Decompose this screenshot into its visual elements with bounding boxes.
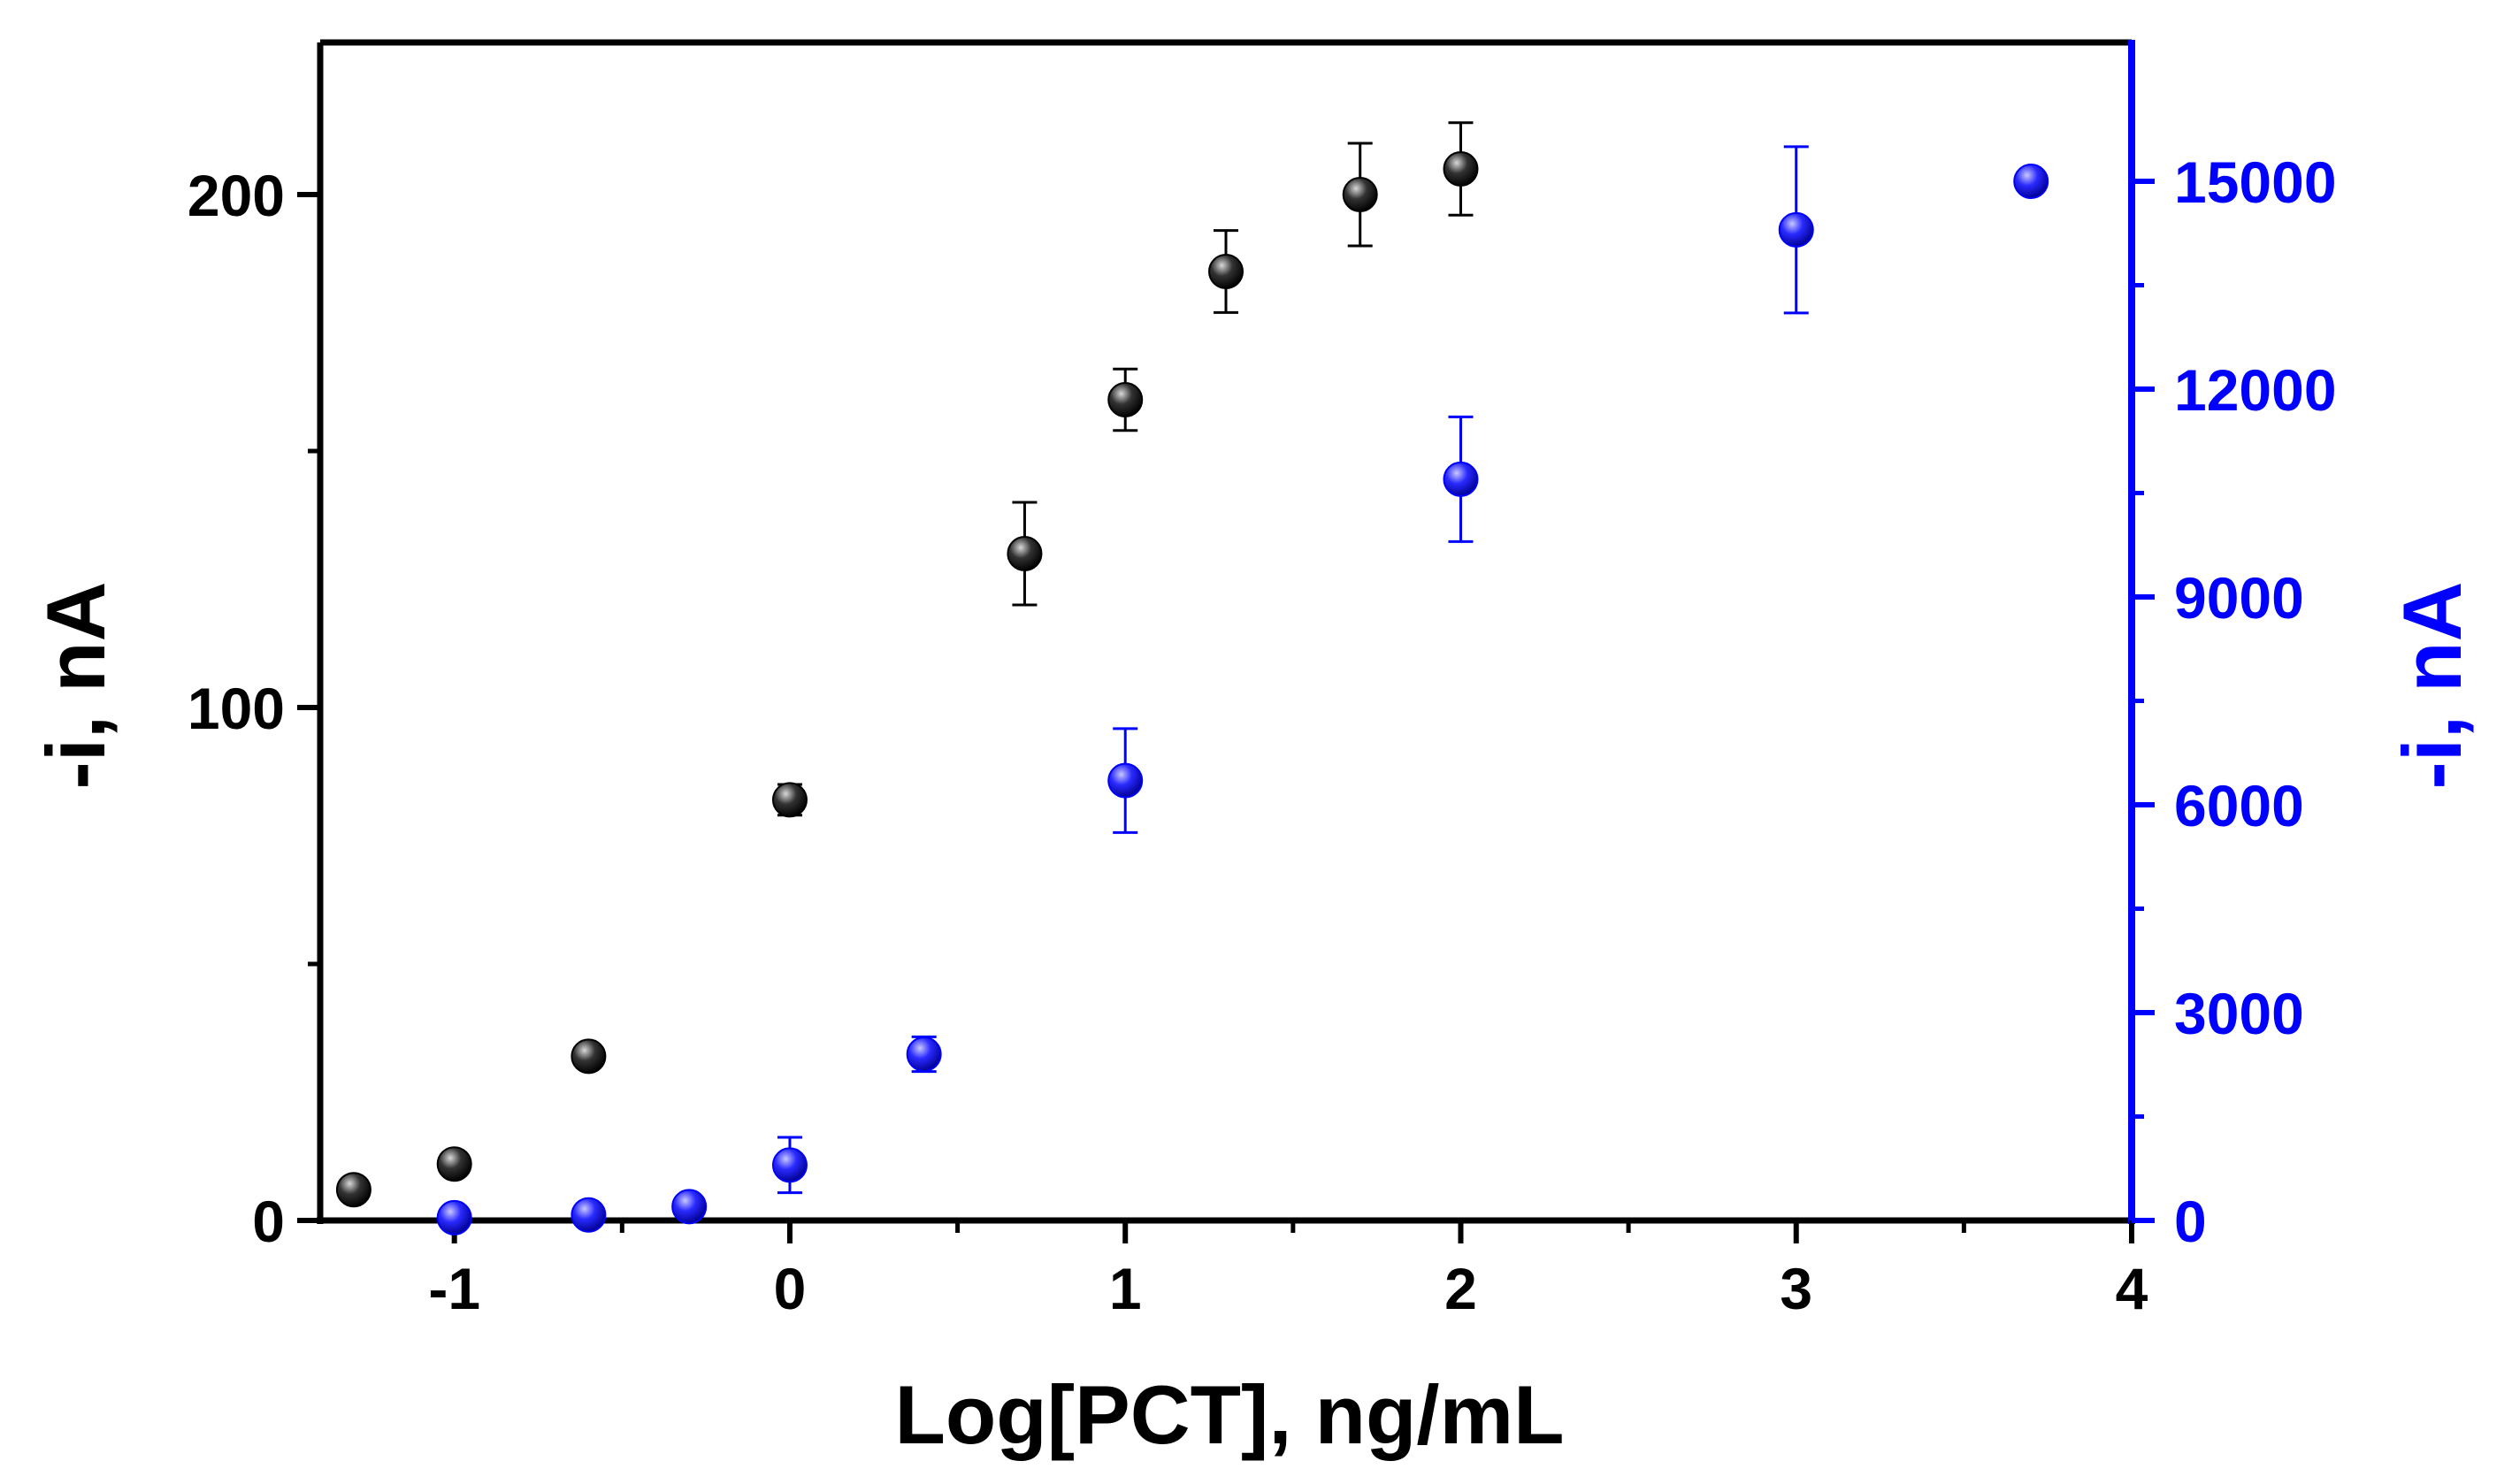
left-y-tick-label: 0 <box>252 1189 285 1254</box>
errorbar-layer <box>576 121 1809 1195</box>
x-tick-label: 0 <box>774 1256 807 1321</box>
x-tick-label: 2 <box>1444 1256 1477 1321</box>
right-y-axis-title: -i, nA <box>2386 582 2478 790</box>
data-point-left-series <box>1443 151 1479 187</box>
data-point-right-series <box>1107 762 1144 799</box>
right-y-tick-label: 0 <box>2174 1189 2207 1254</box>
data-point-right-series <box>906 1037 942 1072</box>
right-y-tick-label: 12000 <box>2174 357 2337 423</box>
data-point-left-series <box>436 1146 472 1182</box>
data-point-right-series <box>771 1147 808 1183</box>
data-point-left-series <box>1107 382 1144 417</box>
data-point-right-series <box>436 1199 472 1235</box>
data-point-left-series <box>1208 254 1244 289</box>
data-point-right-series <box>1443 461 1479 497</box>
right-y-tick-label: 6000 <box>2174 773 2304 838</box>
left-y-axis-title: -i, nA <box>29 582 122 790</box>
right-y-tick-label: 3000 <box>2174 981 2304 1046</box>
data-point-right-series <box>571 1197 607 1233</box>
points-layer <box>335 151 2049 1235</box>
data-point-left-series <box>1342 177 1378 212</box>
x-axis-title: Log[PCT], ng/mL <box>894 1368 1564 1461</box>
data-point-right-series <box>1778 211 1814 248</box>
x-tick-label: -1 <box>428 1256 480 1321</box>
left-y-tick-label: 100 <box>188 676 285 741</box>
x-tick-label: 1 <box>1109 1256 1142 1321</box>
data-point-left-series <box>771 782 808 818</box>
right-y-tick-label: 15000 <box>2174 149 2337 215</box>
data-point-left-series <box>571 1038 607 1075</box>
data-point-right-series <box>2013 164 2049 199</box>
data-point-right-series <box>671 1189 708 1225</box>
x-tick-label: 3 <box>1780 1256 1812 1321</box>
data-point-left-series <box>1007 536 1043 571</box>
left-y-tick-label: 200 <box>188 163 285 228</box>
data-point-left-series <box>335 1172 371 1208</box>
right-y-tick-label: 9000 <box>2174 565 2304 631</box>
x-tick-label: 4 <box>2116 1256 2148 1321</box>
